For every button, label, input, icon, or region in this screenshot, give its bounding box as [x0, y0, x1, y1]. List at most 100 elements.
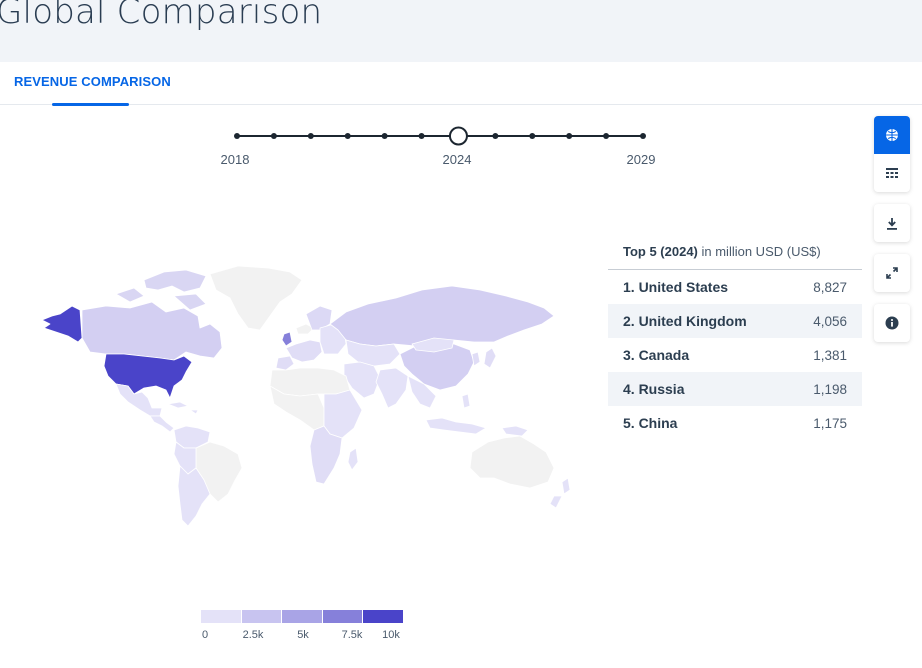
- legend-swatch-0: [201, 610, 242, 623]
- map-alaska[interactable]: [41, 305, 83, 343]
- top5-country: 3. Canada: [623, 347, 690, 363]
- map-new-guinea[interactable]: [501, 425, 529, 437]
- view-toggle-group: [874, 116, 910, 192]
- map-canada[interactable]: [81, 301, 223, 361]
- info-button[interactable]: [874, 304, 910, 342]
- legend-swatch-4: [363, 610, 403, 623]
- top5-value: 1,381: [813, 347, 847, 363]
- map-korea[interactable]: [471, 351, 481, 367]
- year-label-end[interactable]: 2029: [626, 152, 656, 167]
- map-australia[interactable]: [469, 435, 555, 489]
- color-legend: 0 2.5k 5k 7.5k 10k: [201, 610, 403, 645]
- timeline-dot-2020[interactable]: [307, 133, 314, 139]
- legend-ticks: 0 2.5k 5k 7.5k 10k: [201, 629, 403, 645]
- legend-tick-5k: 5k: [297, 629, 309, 641]
- legend-tick-0: 0: [201, 629, 209, 641]
- timeline-dot-2018[interactable]: [234, 133, 240, 139]
- legend-tick-7-5k: 7.5k: [341, 629, 363, 641]
- legend-swatch-2: [282, 610, 323, 623]
- map-usa[interactable]: [103, 353, 193, 399]
- map-russia[interactable]: [329, 285, 555, 347]
- timeline-dot-2021[interactable]: [344, 133, 351, 139]
- map-east-africa[interactable]: [323, 389, 363, 439]
- map-mexico[interactable]: [115, 383, 163, 417]
- map-argentina-chile[interactable]: [177, 465, 211, 527]
- top5-value: 1,198: [813, 381, 847, 397]
- download-group: [874, 204, 910, 242]
- legend-color-bar: [201, 610, 403, 623]
- top5-table: Top 5 (2024) in million USD (US$) 1. Uni…: [608, 238, 862, 440]
- top5-value: 4,056: [813, 313, 847, 329]
- top5-country: 1. United States: [623, 279, 729, 295]
- map-greenland[interactable]: [209, 265, 303, 331]
- map-central-america[interactable]: [149, 415, 175, 433]
- top5-heading-unit: in million USD (US$): [697, 244, 821, 259]
- table-view-button[interactable]: [874, 154, 910, 192]
- top5-row[interactable]: 3. Canada 1,381: [608, 338, 862, 372]
- top5-value: 1,175: [813, 415, 847, 431]
- timeline-dot-2025[interactable]: [492, 133, 499, 139]
- legend-swatch-3: [322, 610, 364, 623]
- map-canada-arctic-islands[interactable]: [115, 269, 207, 311]
- map-view-button[interactable]: [874, 116, 910, 154]
- timeline-dot-2023[interactable]: [418, 133, 425, 139]
- legend-tick-10k: 10k: [382, 629, 400, 641]
- map-madagascar[interactable]: [347, 447, 359, 471]
- globe-icon: [886, 129, 898, 141]
- fullscreen-button[interactable]: [874, 254, 910, 292]
- timeline-dot-2019[interactable]: [270, 133, 277, 139]
- timeline-dot-2027[interactable]: [566, 133, 573, 139]
- fullscreen-icon: [886, 267, 898, 279]
- map-north-africa[interactable]: [269, 367, 351, 397]
- map-mongolia[interactable]: [411, 337, 455, 353]
- legend-swatch-1: [241, 610, 283, 623]
- info-icon: [885, 316, 899, 330]
- timeline-dot-2022[interactable]: [381, 133, 388, 139]
- year-timeline[interactable]: 2018 2024 2029: [200, 118, 680, 178]
- top5-country: 5. China: [623, 415, 678, 431]
- map-india[interactable]: [375, 367, 409, 409]
- page-title: Global Comparison: [0, 0, 323, 32]
- side-toolbar: [874, 116, 910, 354]
- top5-heading: Top 5 (2024) in million USD (US$): [608, 238, 862, 270]
- tab-revenue-comparison[interactable]: REVENUE COMPARISON: [14, 74, 171, 89]
- timeline-track[interactable]: [200, 118, 680, 152]
- map-caribbean[interactable]: [167, 401, 199, 415]
- timeline-dot-2028[interactable]: [603, 133, 610, 139]
- top5-row[interactable]: 4. Russia 1,198: [608, 372, 862, 406]
- table-icon: [886, 168, 898, 178]
- legend-tick-2-5k: 2.5k: [242, 629, 264, 641]
- world-map-svg[interactable]: [24, 258, 584, 548]
- map-kazakhstan-central-asia[interactable]: [345, 339, 401, 367]
- year-label-selected[interactable]: 2024: [442, 152, 472, 167]
- tab-bar: REVENUE COMPARISON: [0, 62, 922, 106]
- map-southern-africa[interactable]: [309, 425, 343, 485]
- top5-heading-bold: Top 5 (2024): [623, 244, 698, 259]
- top5-value: 8,827: [813, 279, 847, 295]
- year-label-start[interactable]: 2018: [220, 152, 250, 167]
- timeline-dot-2029[interactable]: [640, 133, 646, 139]
- info-group: [874, 304, 910, 342]
- timeline-handle-selected[interactable]: [448, 126, 468, 146]
- map-indonesia[interactable]: [425, 417, 487, 435]
- page-header: Global Comparison: [0, 0, 922, 62]
- top5-row[interactable]: 2. United Kingdom 4,056: [608, 304, 862, 338]
- map-iceland[interactable]: [295, 323, 315, 335]
- timeline-dot-2026[interactable]: [529, 133, 536, 139]
- map-philippines[interactable]: [461, 393, 471, 409]
- download-button[interactable]: [874, 204, 910, 242]
- world-map[interactable]: [24, 258, 584, 548]
- map-iberia[interactable]: [275, 355, 295, 371]
- map-western-europe[interactable]: [285, 339, 323, 363]
- download-icon: [887, 217, 897, 230]
- top5-country: 2. United Kingdom: [623, 313, 747, 329]
- map-japan[interactable]: [483, 347, 497, 369]
- fullscreen-group: [874, 254, 910, 292]
- top5-row[interactable]: 1. United States 8,827: [608, 270, 862, 304]
- map-southeast-asia[interactable]: [407, 375, 437, 409]
- top5-country: 4. Russia: [623, 381, 685, 397]
- top5-row[interactable]: 5. China 1,175: [608, 406, 862, 440]
- map-new-zealand[interactable]: [549, 477, 571, 509]
- map-uk[interactable]: [281, 331, 293, 347]
- tab-active-indicator: [52, 103, 129, 106]
